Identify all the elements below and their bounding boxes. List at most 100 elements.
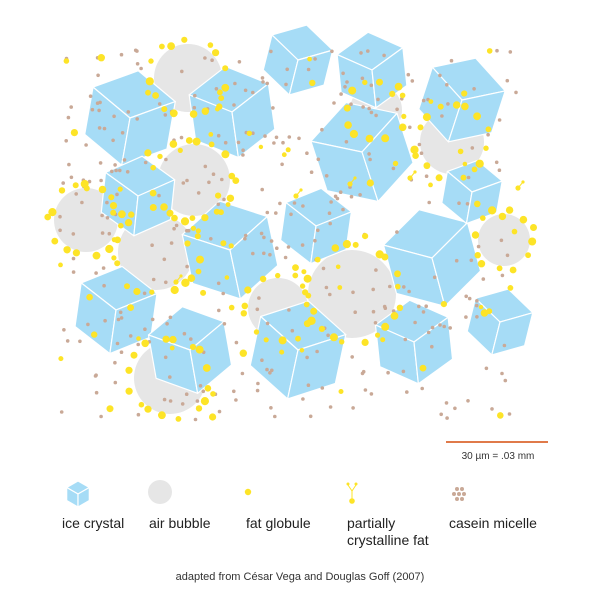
casein-micelle [301,204,305,208]
casein-micelle [194,418,198,422]
fat-globule [292,273,298,279]
source-caption: adapted from César Vega and Douglas Goff… [0,571,600,583]
casein-micelle [339,92,343,96]
casein-micelle [244,89,248,93]
fat-globule [295,336,301,342]
fat-globule [304,320,311,327]
casein-micelle [325,174,329,178]
fat-globule [118,187,123,192]
casein-micelle [475,315,479,319]
fat-globule [472,231,479,238]
casein-micelle [305,356,309,360]
fat-globule [479,305,483,309]
casein-micelle [182,181,186,185]
casein-micelle [427,201,431,205]
fat-globule [301,269,306,274]
casein-micelle [60,410,64,414]
casein-micelle [450,59,454,63]
legend-label-ice-crystal: ice crystal [62,515,124,532]
fat-globule [148,58,153,63]
fat-globule [217,89,223,95]
casein-micelle [238,60,242,64]
casein-micelle [180,136,184,140]
fat-globule [497,265,503,271]
fat-globule [201,214,208,221]
fat-globule [105,245,113,253]
casein-micelle [164,356,168,360]
fat-globule [486,126,492,132]
casein-micelle [359,51,363,55]
casein-micelle [158,102,162,106]
casein-micelle [287,308,291,312]
legend-ice-cube [67,481,90,507]
casein-micelle [270,239,274,243]
casein-micelle [64,139,68,143]
casein-micelle [86,323,90,327]
casein-micelle [66,339,70,343]
casein-micelle [287,245,291,249]
casein-micelle [420,151,424,155]
fat-globule [337,285,342,290]
casein-micelle [309,415,313,419]
fat-globule [191,226,196,231]
casein-micelle [328,293,332,297]
casein-micelle [386,371,390,375]
legend-icons [67,480,466,507]
fat-globule [438,104,444,110]
casein-micelle [498,168,502,172]
fat-globule [348,87,356,95]
fat-globule [418,124,424,130]
casein-micelle [417,305,421,309]
casein-micelle [453,407,457,411]
fat-globule [160,203,168,211]
casein-micelle [261,80,265,84]
fat-globule [73,182,79,188]
fat-globule [397,305,403,311]
casein-micelle [366,49,370,53]
casein-micelle [255,308,259,312]
fat-globule [196,405,202,411]
casein-micelle [150,243,154,247]
casein-micelle [495,161,499,165]
fat-globule [133,288,140,295]
casein-micelle [291,329,295,333]
fat-globule [222,65,228,71]
fat-globule [380,337,385,342]
fat-globule [136,336,141,341]
casein-micelle [485,367,489,371]
fat-globule [400,93,406,99]
casein-micelle [62,328,66,332]
fat-globule [125,367,132,374]
casein-micelle [241,372,245,376]
fat-globule [472,167,478,173]
casein-micelle [232,103,236,107]
casein-micelle [307,68,311,72]
casein-micelle [350,355,354,359]
casein-micelle [233,82,237,86]
casein-micelle [94,271,98,275]
casein-micelle [370,392,374,396]
fat-globule [376,79,383,86]
fat-globule [393,161,398,166]
fat-globule [488,206,496,214]
fat-globule [144,149,151,156]
casein-micelle [115,193,119,197]
casein-micelle [266,211,270,215]
fat-globule [461,103,469,111]
casein-micelle [464,295,468,299]
casein-micelle [185,179,189,183]
casein-micelle [74,192,78,196]
casein-micelle [280,163,284,167]
casein-micelle [316,229,320,233]
casein-micelle [164,281,168,285]
fat-globule [441,301,447,307]
fat-globule [497,412,504,419]
casein-micelle [438,323,442,327]
casein-micelle [96,101,100,105]
fat-globule [221,84,229,92]
fat-globule [475,252,481,258]
fat-globule [210,391,216,397]
casein-micelle [439,413,443,417]
casein-micelle [220,178,224,182]
casein-micelle [371,288,375,292]
